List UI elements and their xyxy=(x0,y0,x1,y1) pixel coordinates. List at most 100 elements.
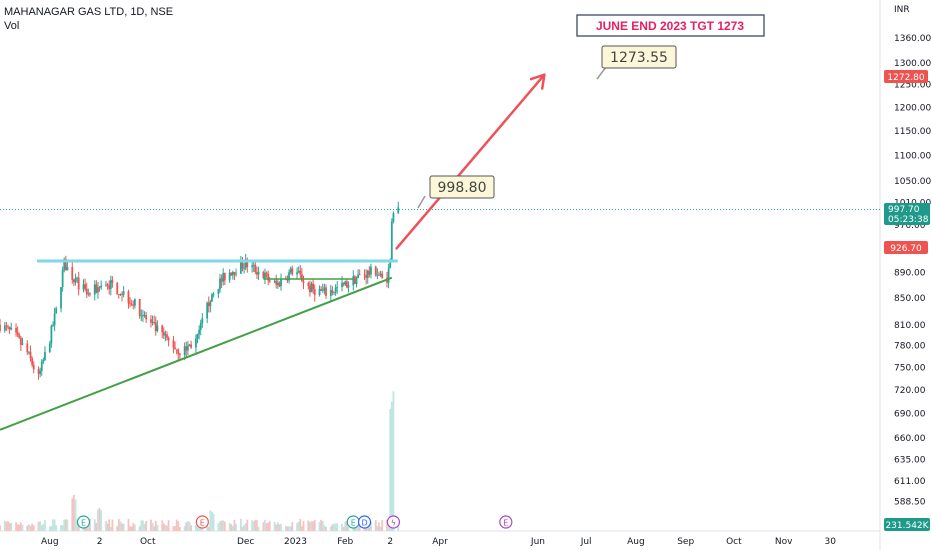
target-note[interactable]: JUNE END 2023 TGT 1273 xyxy=(576,14,765,37)
volume-bar xyxy=(150,519,152,531)
candle-body xyxy=(344,281,347,285)
volume-bar xyxy=(313,519,316,531)
event-badge[interactable]: ϟ xyxy=(386,515,401,529)
target-callout-text: 1273.55 xyxy=(610,50,668,66)
event-badge[interactable]: E xyxy=(195,515,209,529)
event-badge[interactable]: E xyxy=(499,515,513,529)
breakout-price-tag: 926.70 xyxy=(884,241,928,254)
volume-bar xyxy=(370,521,372,531)
target-callout-box xyxy=(601,45,677,69)
volume-bar xyxy=(44,520,46,531)
volume-indicator-label[interactable]: Vol xyxy=(4,20,20,32)
candle-body xyxy=(201,318,204,323)
price-tick-label: 780.00 xyxy=(894,342,926,352)
candle-body xyxy=(257,272,260,275)
candle-body xyxy=(262,272,265,279)
volume-bar xyxy=(161,520,164,531)
volume-bar xyxy=(320,519,323,531)
candle-body xyxy=(280,279,282,287)
volume-bar xyxy=(15,522,17,531)
volume-value-tag: 231.542K xyxy=(884,518,930,531)
candle-body xyxy=(390,221,393,262)
candle-body xyxy=(296,272,298,275)
volume-bar xyxy=(119,521,122,531)
candle-body xyxy=(199,322,202,330)
candle-body xyxy=(119,294,122,296)
candle-body xyxy=(122,291,125,295)
target-arrow-line[interactable] xyxy=(395,73,546,250)
volume-bar xyxy=(7,521,9,531)
time-tick-label: Dec xyxy=(237,537,254,547)
candle-body xyxy=(5,325,8,327)
volume-bar xyxy=(95,522,98,531)
volume-bar xyxy=(175,519,178,531)
candle-body xyxy=(82,284,85,290)
target-price-tag-text: 1272.80 xyxy=(887,73,924,83)
volume-bar xyxy=(190,525,192,531)
candle-body xyxy=(127,291,130,304)
volume-bar xyxy=(164,524,167,531)
candle-body xyxy=(392,212,395,222)
candle-body xyxy=(95,284,98,293)
candle-body xyxy=(48,343,51,352)
time-tick-label: Oct xyxy=(140,537,156,547)
volume-bar xyxy=(106,523,109,531)
volume-bar xyxy=(60,525,62,531)
candle-body xyxy=(397,207,400,213)
target-price-tag-box xyxy=(884,70,928,83)
target-price-callout[interactable]: 1273.55 xyxy=(596,45,677,80)
candle-body xyxy=(87,293,90,295)
volume-bar xyxy=(61,525,64,531)
volume-bar xyxy=(140,520,143,531)
volume-bar xyxy=(243,525,245,531)
volume-bar xyxy=(129,526,131,531)
volume-bar xyxy=(172,526,175,531)
volume-bar xyxy=(368,523,371,531)
candle-body xyxy=(312,283,315,290)
candle-body xyxy=(251,265,254,267)
candle-body xyxy=(267,274,270,281)
volume-bar xyxy=(32,525,35,531)
volume-bar xyxy=(127,518,130,531)
volume-bar xyxy=(288,526,290,531)
candle-body xyxy=(162,332,165,336)
volume-bar xyxy=(233,519,236,531)
chart-symbol-title[interactable]: MAHANAGAR GAS LTD, 1D, NSE xyxy=(4,6,174,18)
candle-body xyxy=(268,280,271,282)
candle-body xyxy=(153,322,156,323)
event-badge[interactable]: D xyxy=(357,515,372,529)
candle-body xyxy=(239,261,242,274)
ascending-trendline[interactable] xyxy=(0,276,393,431)
volume-bar xyxy=(105,521,107,531)
volume-bar xyxy=(392,391,395,531)
candle-body xyxy=(116,282,119,295)
time-tick-label: Nov xyxy=(775,537,793,547)
volume-bar xyxy=(286,526,289,531)
volume-bar xyxy=(386,519,388,531)
volume-bar xyxy=(300,526,303,531)
volume-bar xyxy=(40,525,43,531)
candle-body xyxy=(32,364,35,370)
event-badge[interactable]: E xyxy=(76,515,91,529)
candle-body xyxy=(341,282,343,288)
candle-body xyxy=(387,268,390,283)
price-tick-label: 690.00 xyxy=(894,410,926,420)
candle-body xyxy=(297,270,300,273)
price-tick-label: 1300.00 xyxy=(894,59,931,69)
volume-bar xyxy=(207,526,210,531)
volume-bar xyxy=(329,526,332,531)
candle-body xyxy=(138,298,141,316)
event-badge[interactable]: E xyxy=(346,515,360,529)
volume-bar xyxy=(347,527,350,531)
volume-bar xyxy=(195,525,197,531)
volume-bar xyxy=(222,520,225,531)
current-price-callout[interactable]: 998.80 xyxy=(417,175,495,209)
price-tick-label: 1360.00 xyxy=(894,34,931,44)
volume-bar xyxy=(366,525,369,531)
volume-bar xyxy=(133,524,136,531)
candle-body xyxy=(109,280,112,289)
candle-body xyxy=(145,315,148,320)
price-tick-label: 1250.00 xyxy=(894,81,931,91)
